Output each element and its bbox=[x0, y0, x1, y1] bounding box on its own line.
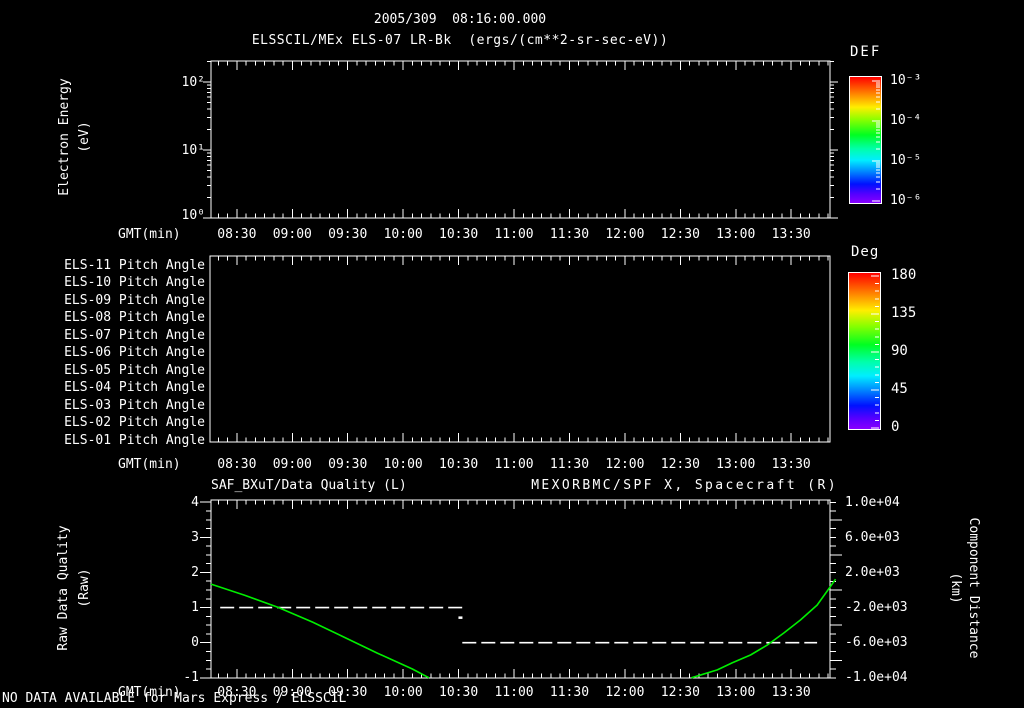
x-tick-label: 10:00 bbox=[383, 227, 423, 242]
deg-colorbar-title: Deg bbox=[851, 244, 880, 260]
def-colorbar-tick-label: 10⁻³ bbox=[890, 73, 922, 88]
els-row-label: ELS-11 Pitch Angle bbox=[64, 257, 205, 273]
distance-tick-label: 1.0e+04 bbox=[845, 494, 900, 510]
x-tick-label: 11:00 bbox=[494, 227, 534, 242]
def-colorbar-tick-label: 10⁻⁴ bbox=[890, 113, 922, 128]
panel3-right-series-title: MEXORBMC/SPF X, Spacecraft (R) bbox=[531, 478, 838, 493]
x-tick-label: 09:30 bbox=[328, 685, 368, 700]
distance-tick-label: 6.0e+03 bbox=[845, 529, 900, 545]
quality-tick-label: 2 bbox=[191, 564, 199, 580]
x-tick-label: 09:00 bbox=[272, 227, 312, 242]
def-colorbar-title: DEF bbox=[850, 44, 882, 60]
x-tick-label: 12:30 bbox=[660, 457, 700, 472]
x-tick-label: 11:00 bbox=[494, 685, 534, 700]
quality-tick-label: 4 bbox=[191, 494, 199, 510]
quality-tick-label: 3 bbox=[191, 529, 199, 545]
x-tick-label: 11:30 bbox=[549, 227, 590, 242]
x-tick-label: 11:00 bbox=[494, 457, 534, 472]
x-tick-label: 10:30 bbox=[439, 227, 479, 242]
x-tick-label: 08:30 bbox=[217, 457, 257, 472]
page-title: 2005/309 08:16:00.000 bbox=[373, 12, 547, 27]
distance-tick-label: -6.0e+03 bbox=[845, 635, 908, 651]
quality-tick-label: 0 bbox=[191, 635, 199, 651]
x-tick-label: 13:30 bbox=[771, 227, 811, 242]
x-tick-label: 13:00 bbox=[716, 227, 756, 242]
deg-colorbar-tick-label: 45 bbox=[891, 381, 908, 397]
distance-tick-label: -2.0e+03 bbox=[845, 600, 908, 616]
x-tick-label: 10:00 bbox=[383, 457, 423, 472]
els-row-label: ELS-10 Pitch Angle bbox=[64, 275, 205, 290]
xaxis-label-panel1: GMT(min) bbox=[118, 227, 181, 242]
xaxis-label-panel2: GMT(min) bbox=[118, 457, 181, 472]
x-tick-label: 13:30 bbox=[771, 457, 811, 472]
deg-colorbar-tick-label: 135 bbox=[891, 305, 917, 321]
els-row-label: ELS-05 Pitch Angle bbox=[64, 362, 205, 378]
energy-tick-label: 10¹ bbox=[181, 143, 205, 158]
x-tick-label: 09:30 bbox=[328, 457, 368, 472]
x-tick-label: 10:30 bbox=[439, 685, 479, 700]
els-row-label: ELS-02 Pitch Angle bbox=[64, 415, 205, 430]
energy-tick-label: 10⁰ bbox=[181, 207, 205, 223]
x-tick-label: 09:30 bbox=[328, 227, 368, 242]
els-row-label: ELS-09 Pitch Angle bbox=[64, 292, 205, 308]
x-tick-label: 11:30 bbox=[549, 685, 590, 700]
x-tick-label: 12:00 bbox=[605, 227, 645, 242]
deg-colorbar-tick-label: 0 bbox=[891, 419, 900, 435]
energy-tick-label: 10² bbox=[181, 74, 205, 90]
x-tick-label: 10:00 bbox=[383, 685, 423, 700]
x-tick-label: 09:00 bbox=[272, 685, 312, 700]
x-tick-label: 08:30 bbox=[217, 227, 257, 242]
deg-colorbar-tick-label: 180 bbox=[891, 267, 917, 283]
distance-tick-label: 2.0e+03 bbox=[845, 564, 900, 580]
def-colorbar-tick-label: 10⁻⁵ bbox=[890, 153, 922, 168]
x-tick-label: 10:30 bbox=[439, 457, 479, 472]
xaxis-label-panel3: GMT(min) bbox=[118, 685, 181, 700]
x-tick-label: 08:30 bbox=[217, 685, 257, 700]
x-tick-label: 13:00 bbox=[716, 457, 756, 472]
quality-tick-label: -1 bbox=[183, 670, 199, 686]
x-tick-label: 12:30 bbox=[660, 685, 700, 700]
x-tick-label: 09:00 bbox=[272, 457, 312, 472]
x-tick-label: 11:30 bbox=[549, 457, 590, 472]
quality-tick-label: 1 bbox=[191, 600, 199, 616]
def-colorbar-tick-label: 10⁻⁶ bbox=[890, 193, 922, 208]
els-row-label: ELS-04 Pitch Angle bbox=[64, 380, 205, 395]
panel3-left-series-title: SAF_BXuT/Data Quality (L) bbox=[211, 478, 407, 493]
els-row-label: ELS-06 Pitch Angle bbox=[64, 345, 205, 360]
x-tick-label: 12:30 bbox=[660, 227, 700, 242]
x-tick-label: 13:00 bbox=[716, 685, 756, 700]
els-row-label: ELS-01 Pitch Angle bbox=[64, 432, 205, 448]
distance-tick-label: -1.0e+04 bbox=[845, 670, 908, 686]
plot-subtitle: ELSSCIL/MEx ELS-07 LR-Bk (ergs/(cm**2-sr… bbox=[251, 33, 669, 48]
deg-colorbar-tick-label: 90 bbox=[891, 343, 908, 359]
status-message: NO DATA AVAILABLE for Mars Express / ELS… bbox=[2, 691, 347, 706]
els-row-label: ELS-03 Pitch Angle bbox=[64, 397, 205, 413]
els-row-label: ELS-07 Pitch Angle bbox=[64, 327, 205, 343]
els-row-label: ELS-08 Pitch Angle bbox=[64, 310, 205, 325]
x-tick-label: 12:00 bbox=[605, 685, 645, 700]
x-tick-label: 12:00 bbox=[605, 457, 645, 472]
x-tick-label: 13:30 bbox=[771, 685, 811, 700]
